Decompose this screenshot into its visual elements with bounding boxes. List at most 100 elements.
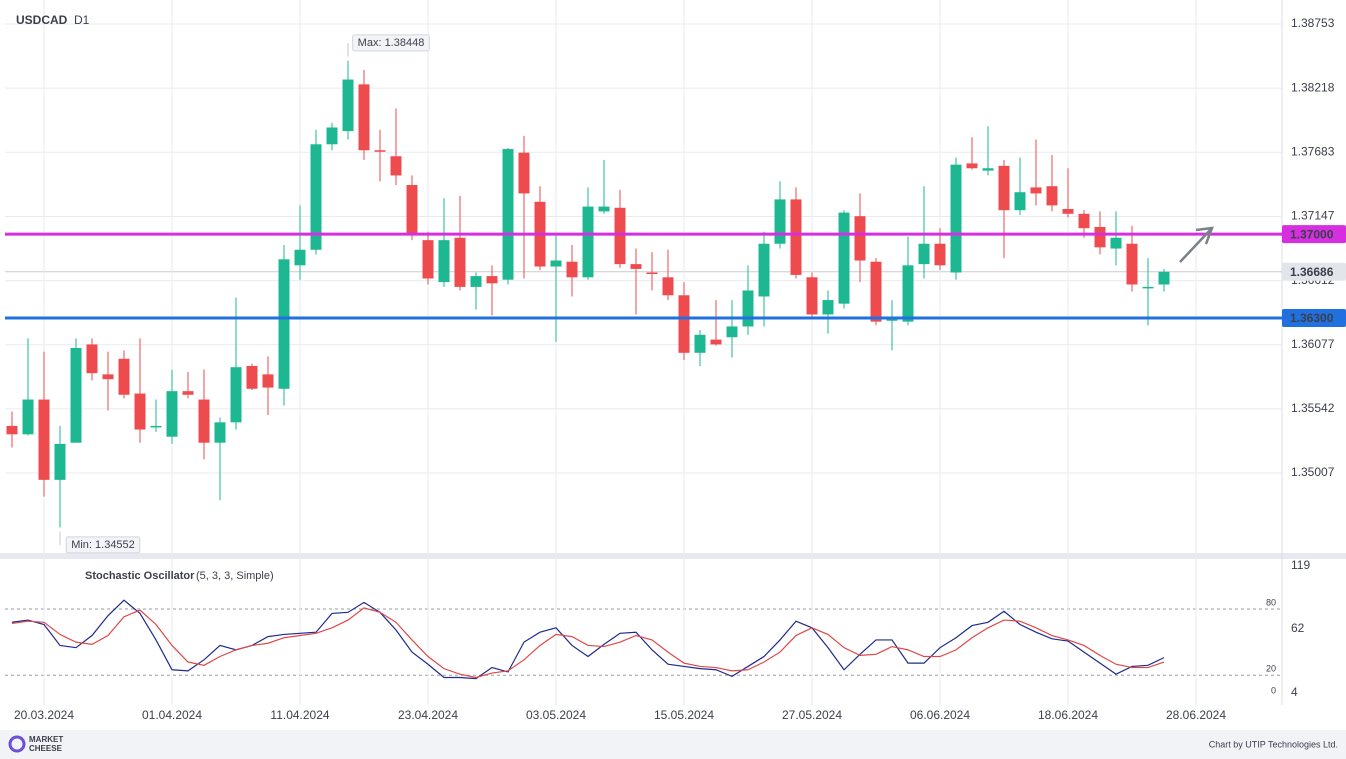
candle-body [134, 393, 146, 430]
x-tick-label: 23.04.2024 [398, 708, 458, 722]
candle-body [518, 152, 530, 194]
credit: Chart by UTIP Technologies Ltd. [1209, 739, 1338, 749]
candle-body [902, 265, 914, 322]
logo: MARKET CHEESE [8, 735, 63, 753]
candle-body [6, 425, 18, 435]
level-tick-label: 20 [1266, 664, 1276, 674]
candle-body [118, 358, 130, 395]
last-price-label: 1.36686 [1290, 265, 1334, 279]
candle-body [326, 127, 338, 145]
level-label: 1.36300 [1290, 311, 1334, 325]
candle-body [310, 144, 322, 250]
y-tick-label: 1.35542 [1291, 401, 1335, 415]
candle-body [614, 207, 626, 265]
brand-line1: MARKET [29, 735, 63, 744]
candle-body [1158, 271, 1170, 285]
y-tick-label: 1.36077 [1291, 337, 1335, 351]
y-tick-label: 119 [1291, 558, 1310, 572]
candle-body [1030, 187, 1042, 194]
candle-body [486, 276, 498, 284]
x-tick-label: 03.05.2024 [526, 708, 586, 722]
candle-body [550, 260, 562, 267]
logo-icon [8, 735, 26, 753]
x-tick-label: 01.04.2024 [142, 708, 202, 722]
y-tick-label: 1.35007 [1291, 465, 1335, 479]
candle-body [1094, 226, 1106, 248]
candle-body [710, 339, 722, 345]
candle-body [470, 276, 482, 287]
arrow-head [1195, 226, 1214, 245]
candle-body [422, 240, 434, 279]
x-tick-label: 15.05.2024 [654, 708, 714, 722]
candle-body [726, 326, 738, 338]
candle-body [822, 300, 834, 315]
candle-body [230, 367, 242, 423]
labels-layer: 1.387531.382181.376831.371471.366121.360… [14, 16, 1346, 722]
candle-body [198, 399, 210, 443]
oscillator-line [11, 599, 1165, 680]
marks-layer [5, 60, 1282, 680]
level-label-box [1282, 309, 1346, 328]
indicator-title: Stochastic Oscillator [85, 570, 195, 582]
candle-body [38, 399, 50, 480]
min-label: Min: 1.34552 [71, 539, 135, 551]
candle-body [54, 443, 66, 480]
y-tick-label: 4 [1291, 685, 1298, 699]
candle-body [566, 261, 578, 278]
candle-body [630, 264, 642, 269]
candle-body [1046, 186, 1058, 206]
y-tick-label: 1.37147 [1291, 209, 1335, 223]
candle-body [182, 391, 194, 395]
candle-body [886, 319, 898, 321]
timeframe: D1 [74, 13, 90, 27]
candle-body [998, 165, 1010, 211]
candle-body [854, 216, 866, 261]
candle-body [918, 243, 930, 265]
panel-separator [0, 553, 1346, 559]
candle-body [246, 365, 258, 389]
candle-body [582, 206, 594, 278]
max-label-box [352, 34, 430, 52]
candle-body [278, 259, 290, 389]
candle-body [374, 150, 386, 152]
min-label-box [65, 536, 141, 554]
level-tick-label: 80 [1266, 597, 1276, 607]
candle-body [342, 79, 354, 132]
x-tick-label: 18.06.2024 [1038, 708, 1098, 722]
y-tick-label: 1.37683 [1291, 144, 1335, 158]
footer-band [0, 730, 1346, 759]
candle-body [662, 277, 674, 296]
candle-body [502, 149, 514, 280]
oscillator-line [11, 607, 1165, 679]
last-price-box [1282, 262, 1346, 281]
level-tick-label: 0 [1271, 686, 1276, 696]
candle-body [358, 84, 370, 151]
candle-body [150, 425, 162, 428]
y-tick-label: 62 [1291, 621, 1305, 635]
y-tick-label: 1.38753 [1291, 16, 1335, 30]
candle-body [678, 295, 690, 353]
candle-body [982, 168, 994, 171]
level-label: 1.37000 [1290, 227, 1334, 241]
indicator-params: (5, 3, 3, Simple) [196, 570, 274, 582]
candle-body [166, 391, 178, 437]
candle-body [694, 334, 706, 353]
candle-body [790, 199, 802, 275]
x-tick-label: 28.06.2024 [1166, 708, 1226, 722]
candle-body [1078, 213, 1090, 229]
candle-body [950, 164, 962, 273]
candle-body [774, 199, 786, 244]
candle-body [214, 422, 226, 443]
level-label-box [1282, 225, 1346, 244]
candle-body [934, 243, 946, 266]
x-tick-label: 20.03.2024 [14, 708, 74, 722]
candle-body [1062, 208, 1074, 214]
candle-body [262, 374, 274, 388]
candle-body [294, 249, 306, 266]
candle-body [1126, 243, 1138, 285]
candle-body [406, 185, 418, 236]
candle-body [86, 344, 98, 374]
candle-body [1110, 237, 1122, 249]
candle-body [390, 156, 402, 176]
